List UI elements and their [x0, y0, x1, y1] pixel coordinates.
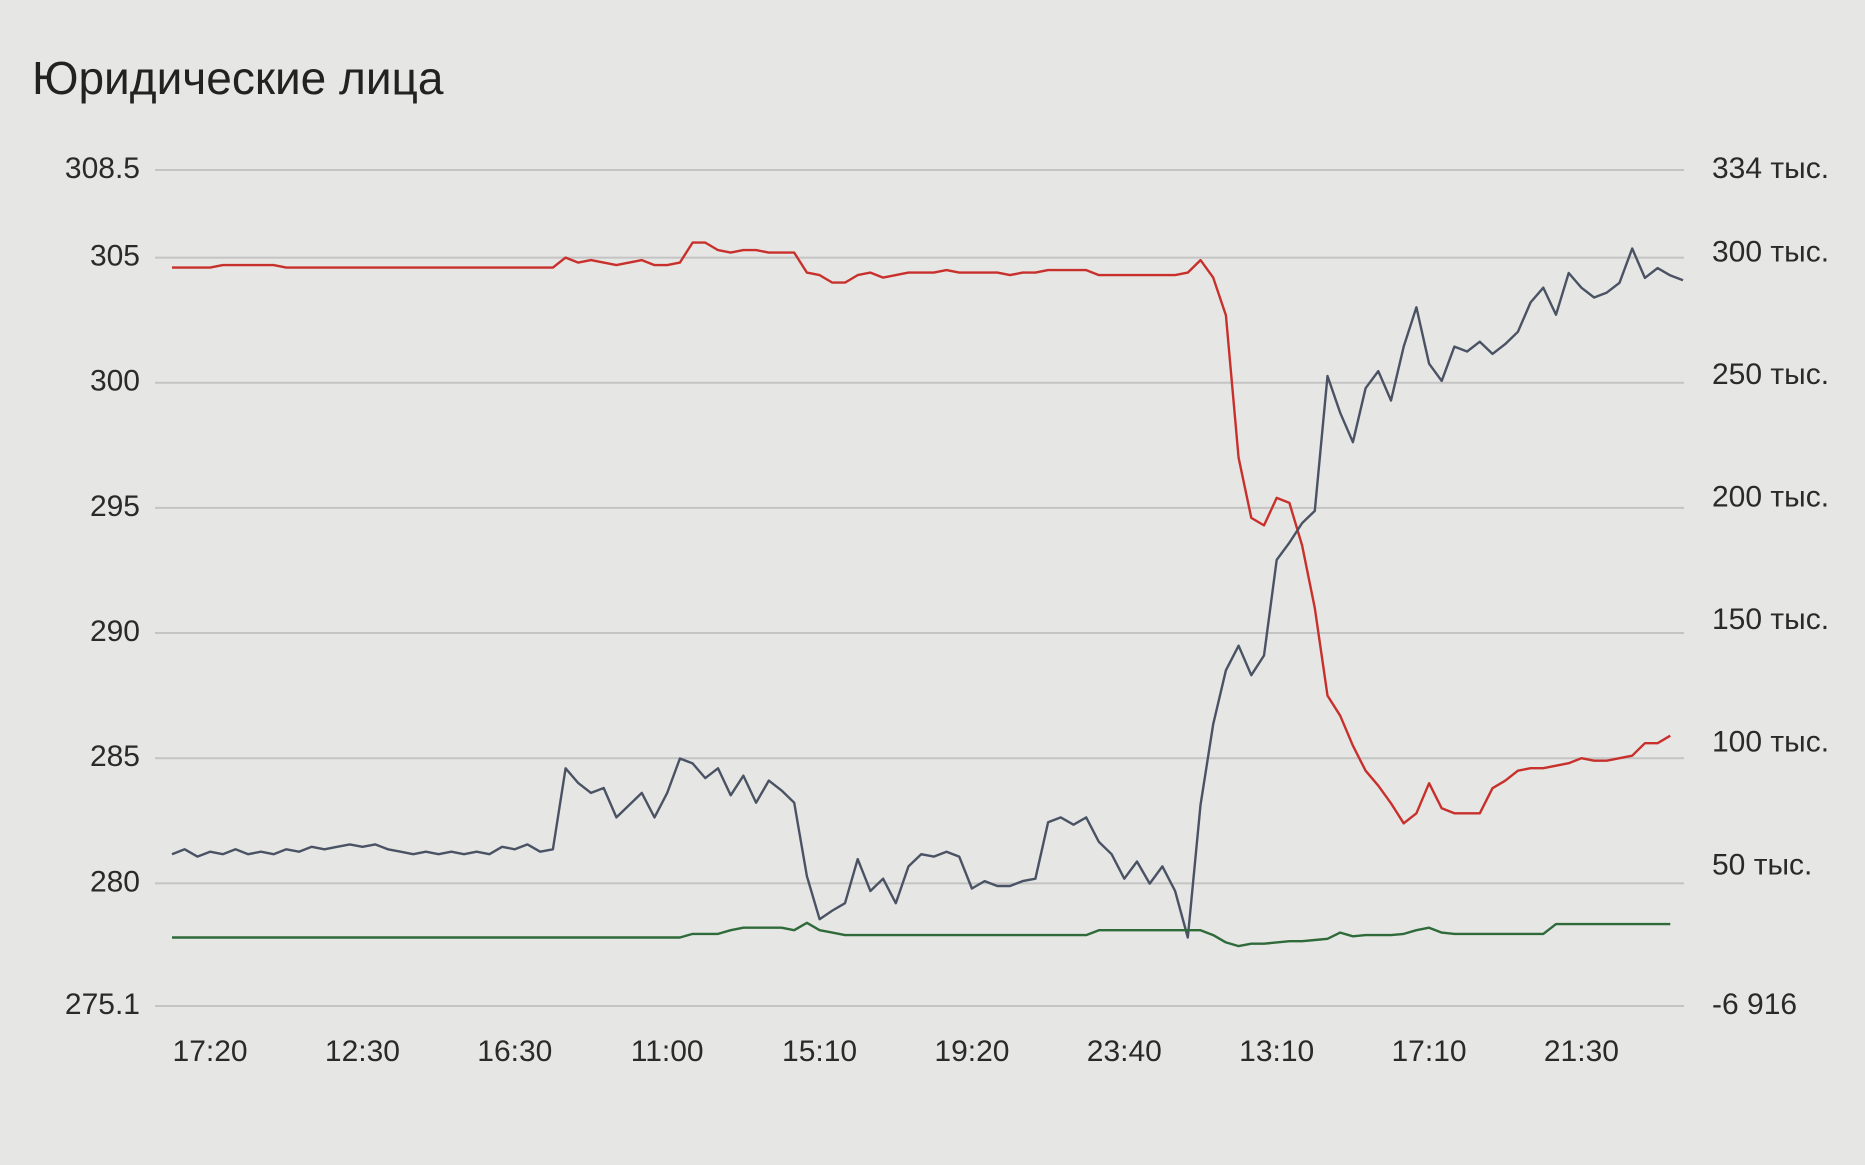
series-line	[172, 241, 1671, 825]
y2-tick-label: -6 916	[1712, 988, 1797, 1021]
y-tick-label: 308.5	[65, 152, 140, 185]
x-tick-label: 13:10	[1239, 1035, 1314, 1068]
x-tick-label: 15:10	[782, 1035, 857, 1068]
y2-tick-label: 334 тыс.	[1712, 152, 1829, 185]
x-tick-label: 16:30	[477, 1035, 552, 1068]
y-tick-label: 280	[90, 865, 140, 898]
y2-tick-label: 50 тыс.	[1712, 848, 1812, 881]
y2-tick-label: 150 тыс.	[1712, 603, 1829, 636]
x-tick-label: 12:30	[325, 1035, 400, 1068]
y2-tick-label: 200 тыс.	[1712, 481, 1829, 514]
y-tick-label: 300	[90, 365, 140, 398]
y2-tick-label: 300 тыс.	[1712, 235, 1829, 268]
y2-tick-label: 250 тыс.	[1712, 358, 1829, 391]
x-tick-label: 11:00	[631, 1035, 704, 1068]
x-tick-label: 21:30	[1544, 1035, 1619, 1068]
x-tick-label: 19:20	[934, 1035, 1009, 1068]
y-tick-label: 285	[90, 740, 140, 773]
y2-tick-label: 100 тыс.	[1712, 726, 1829, 759]
x-tick-label: 23:40	[1087, 1035, 1162, 1068]
y-tick-label: 305	[90, 240, 140, 273]
y-tick-label: 290	[90, 615, 140, 648]
y-tick-label: 275.1	[65, 988, 140, 1021]
x-tick-label: 17:10	[1392, 1035, 1467, 1068]
y-tick-label: 295	[90, 490, 140, 523]
series-line	[171, 247, 1684, 939]
series-line	[172, 921, 1671, 948]
x-tick-label: 17:20	[173, 1035, 248, 1068]
chart-title: Юридические лица	[32, 52, 444, 104]
